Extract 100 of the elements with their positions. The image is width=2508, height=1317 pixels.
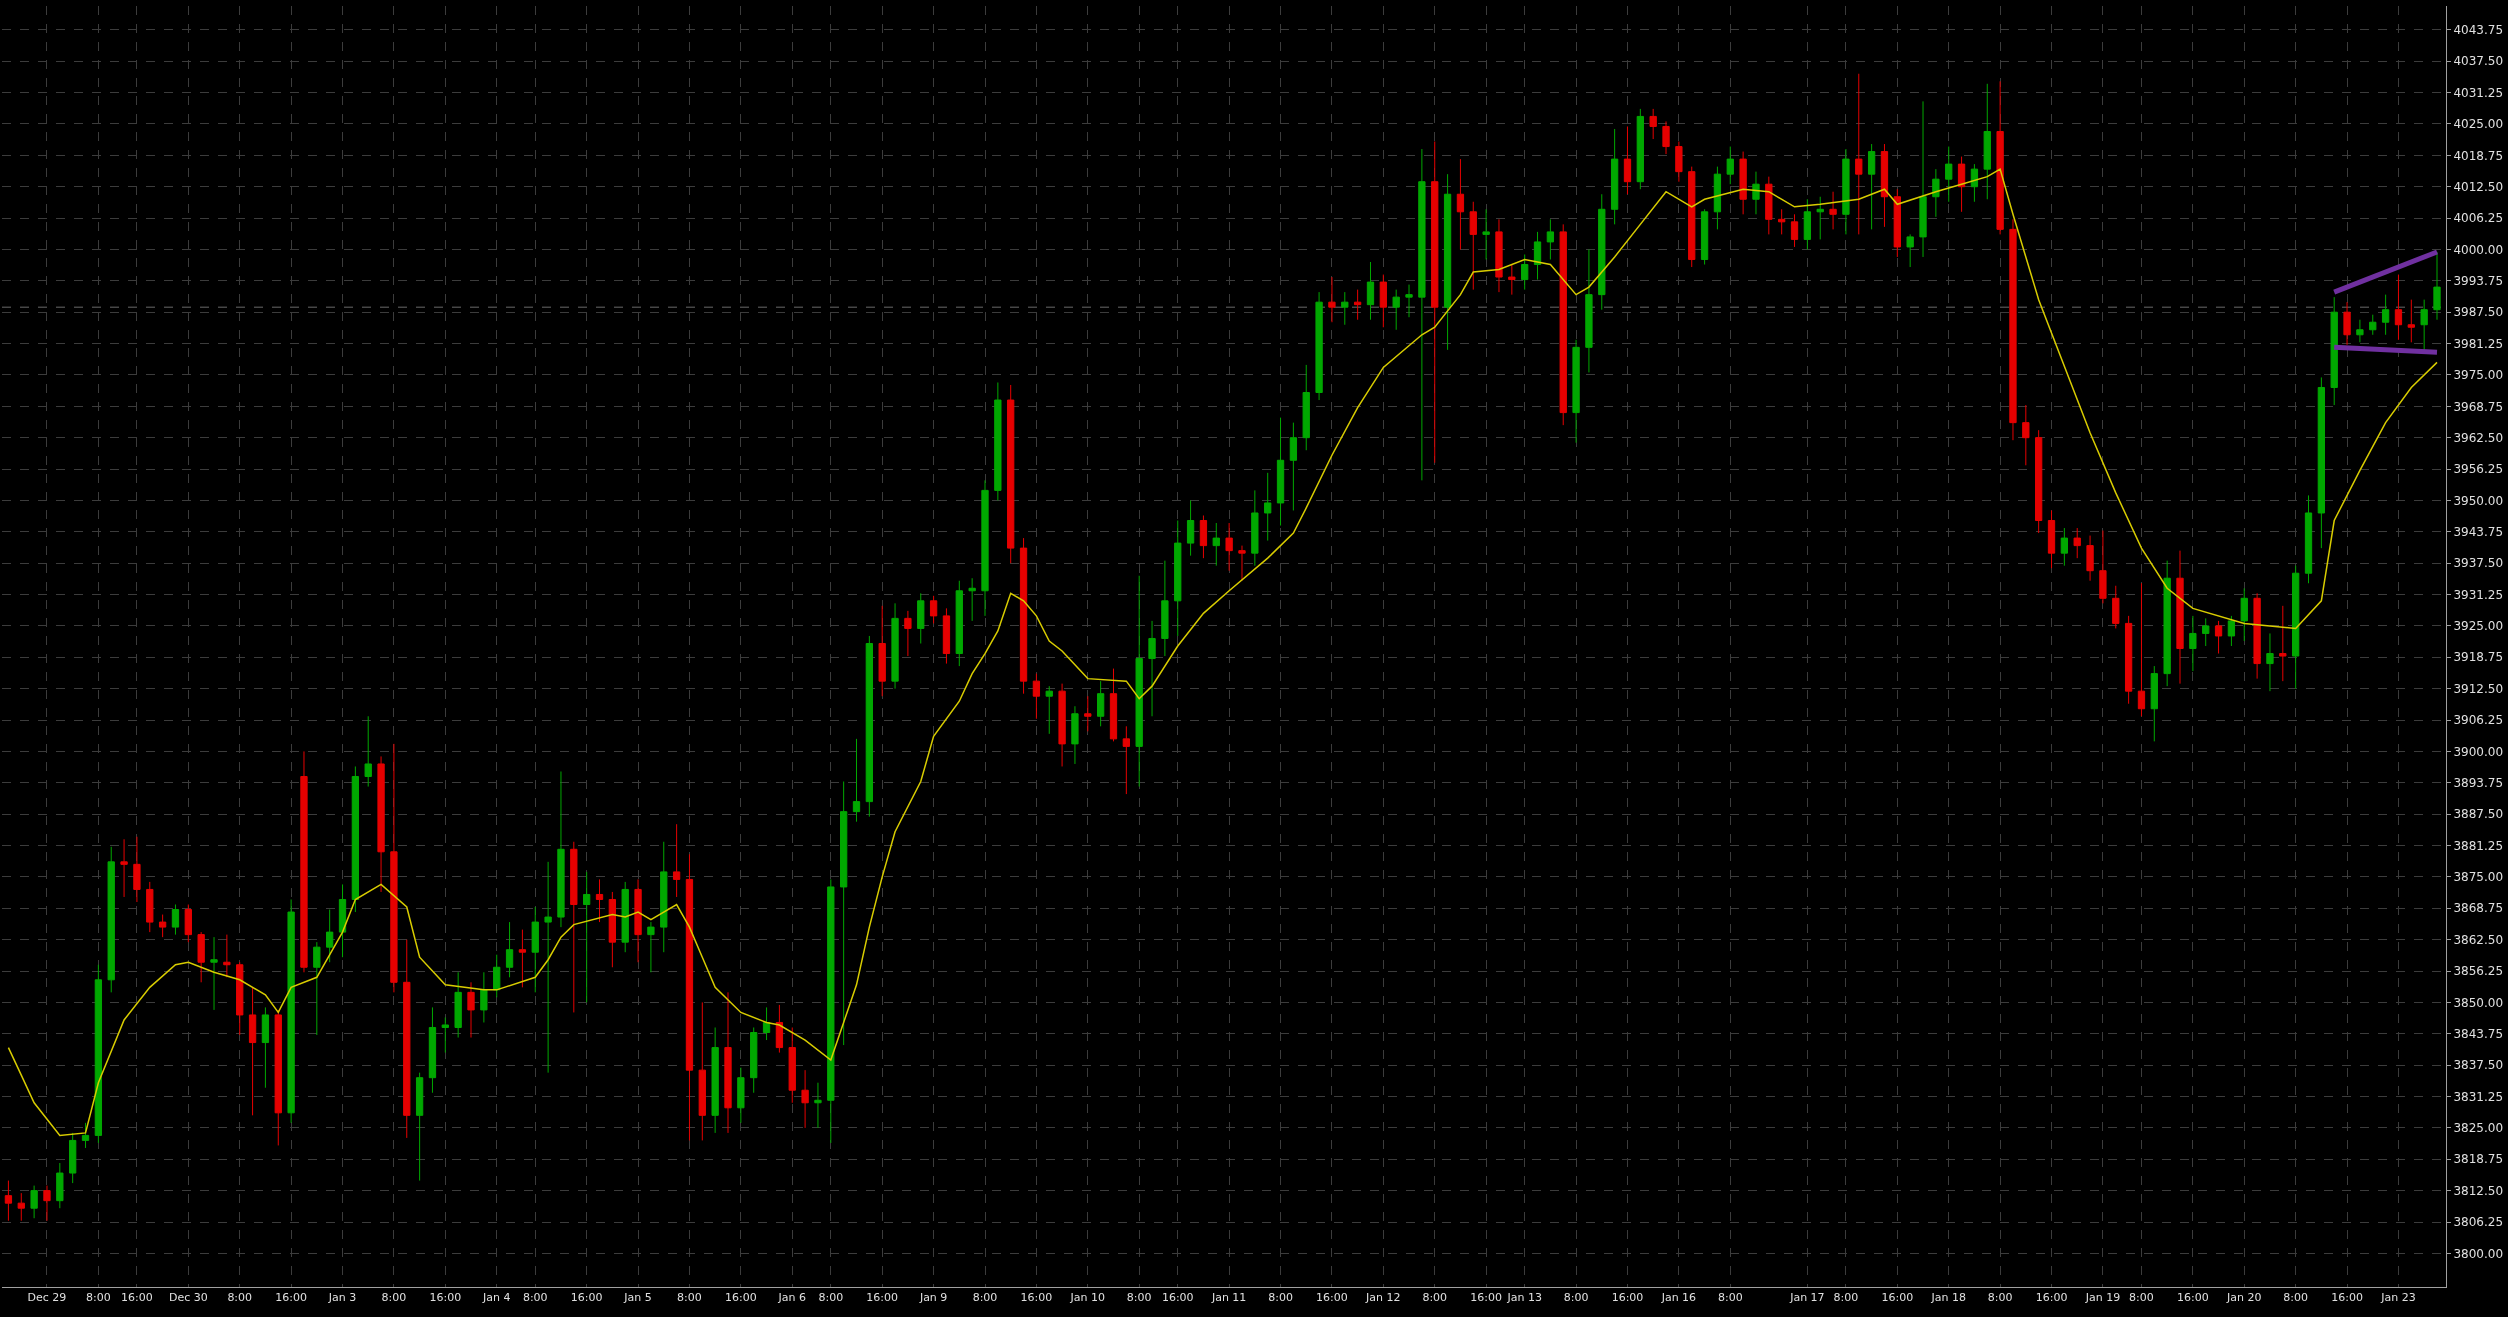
candlestick bbox=[852, 738, 861, 823]
candlestick bbox=[2317, 376, 2326, 549]
candlestick bbox=[1289, 422, 1298, 511]
candlestick bbox=[1675, 141, 1683, 183]
candlestick bbox=[2073, 527, 2081, 559]
y-tick-label: 3843.75 bbox=[2453, 1026, 2504, 1041]
candlestick bbox=[441, 1016, 449, 1054]
candlestick bbox=[1315, 291, 1323, 401]
candlestick bbox=[1521, 253, 1529, 291]
y-tick-label: 3887.50 bbox=[2453, 807, 2504, 822]
candlestick bbox=[1328, 276, 1336, 323]
candlestick bbox=[30, 1185, 38, 1219]
candlestick bbox=[1996, 80, 2004, 235]
candlestick bbox=[287, 898, 295, 1124]
x-tick-label: Jan 17 bbox=[1789, 1291, 1825, 1305]
candlestick bbox=[2292, 565, 2300, 690]
y-tick-label: 3900.00 bbox=[2453, 744, 2504, 759]
candlestick bbox=[1405, 284, 1413, 318]
candlestick bbox=[2035, 429, 2043, 534]
candlestick bbox=[634, 878, 642, 963]
candlestick bbox=[994, 381, 1002, 501]
candlestick bbox=[1867, 143, 1876, 230]
y-tick-label: 3962.50 bbox=[2453, 430, 2504, 445]
candlestick bbox=[570, 841, 578, 1013]
candlestick bbox=[2381, 294, 2390, 336]
x-tick-label: Jan 6 bbox=[777, 1291, 806, 1305]
y-tick-label: 3806.25 bbox=[2453, 1215, 2504, 1230]
candlestick bbox=[2022, 404, 2030, 466]
candlestick bbox=[1919, 100, 1927, 258]
candlestick bbox=[1842, 148, 1850, 235]
x-tick-label: 16:00 bbox=[121, 1291, 153, 1305]
candlestick bbox=[1392, 289, 1400, 331]
candlestick bbox=[1700, 208, 1709, 266]
candlestick bbox=[1790, 213, 1799, 248]
candlestick bbox=[531, 906, 539, 993]
x-tick-label: 8:00 bbox=[1563, 1291, 1589, 1305]
x-tick-label: 16:00 bbox=[1470, 1291, 1502, 1305]
candlestick bbox=[377, 755, 385, 893]
y-tick-label: 3850.00 bbox=[2453, 995, 2504, 1010]
candlestick bbox=[1688, 166, 1696, 268]
x-tick-label: 8:00 bbox=[972, 1291, 998, 1305]
y-tick-label: 4037.50 bbox=[2453, 54, 2504, 69]
candlestick bbox=[107, 846, 115, 993]
x-tick-label: 16:00 bbox=[1161, 1291, 1194, 1305]
candlestick bbox=[1174, 520, 1182, 637]
candlestick bbox=[1353, 289, 1362, 321]
y-tick-label: 3956.25 bbox=[2453, 462, 2504, 477]
x-tick-label: 8:00 bbox=[227, 1291, 253, 1305]
candlestick bbox=[1957, 156, 1966, 213]
x-tick-label: 16:00 bbox=[2177, 1291, 2209, 1305]
y-tick-label: 3831.25 bbox=[2453, 1089, 2504, 1104]
candlestick bbox=[2099, 530, 2107, 604]
candlestick bbox=[1713, 166, 1722, 230]
y-tick-label: 4025.00 bbox=[2453, 117, 2504, 132]
x-tick-label: 8:00 bbox=[86, 1291, 111, 1305]
candlestick bbox=[2227, 615, 2236, 647]
candlestick bbox=[1945, 146, 1953, 203]
candlestick bbox=[223, 934, 231, 978]
candlestick bbox=[2304, 494, 2313, 584]
y-tick-label: 4000.00 bbox=[2453, 242, 2504, 257]
candlestick bbox=[1533, 231, 1542, 281]
candlestick bbox=[94, 964, 103, 1144]
candlestick bbox=[133, 836, 141, 903]
candlestick bbox=[171, 904, 180, 936]
candlestick bbox=[595, 878, 604, 923]
candlestick bbox=[1148, 620, 1156, 717]
candlestick bbox=[698, 1001, 706, 1141]
candlestick bbox=[1559, 223, 1567, 426]
candlestick bbox=[544, 861, 552, 1074]
candlestick bbox=[403, 939, 411, 1139]
candlestick bbox=[737, 1067, 745, 1124]
candlestick bbox=[2009, 218, 2017, 441]
candlestick bbox=[1610, 128, 1619, 225]
candlestick bbox=[878, 605, 886, 697]
candlestick bbox=[2112, 585, 2120, 629]
candlestick bbox=[608, 891, 617, 968]
candlestick bbox=[146, 881, 154, 933]
candlestick bbox=[300, 750, 308, 973]
x-tick-label: 16:00 bbox=[725, 1291, 757, 1305]
candlestick bbox=[493, 954, 501, 998]
candlestick bbox=[17, 1192, 25, 1222]
candlestick bbox=[1623, 125, 1632, 195]
x-tick-label: Jan 13 bbox=[1506, 1291, 1542, 1305]
candlestick bbox=[1443, 173, 1452, 351]
candlestick bbox=[1803, 198, 1812, 250]
candlestick bbox=[1276, 417, 1285, 527]
candlestick bbox=[1071, 705, 1079, 765]
candlestick bbox=[1084, 695, 1092, 732]
candlestick bbox=[788, 1026, 796, 1104]
candlestick bbox=[814, 1082, 822, 1129]
candlestick bbox=[2394, 274, 2403, 341]
candlestick bbox=[583, 871, 591, 1003]
x-tick-label: 16:00 bbox=[866, 1291, 899, 1305]
candlestick bbox=[1752, 171, 1760, 215]
candlestick bbox=[647, 921, 655, 973]
x-tick-label: Jan 20 bbox=[2226, 1291, 2262, 1305]
candlestick bbox=[236, 961, 244, 1036]
candlestick bbox=[1264, 472, 1272, 542]
candlestick bbox=[313, 941, 321, 1036]
x-tick-label: 8:00 bbox=[522, 1291, 548, 1305]
